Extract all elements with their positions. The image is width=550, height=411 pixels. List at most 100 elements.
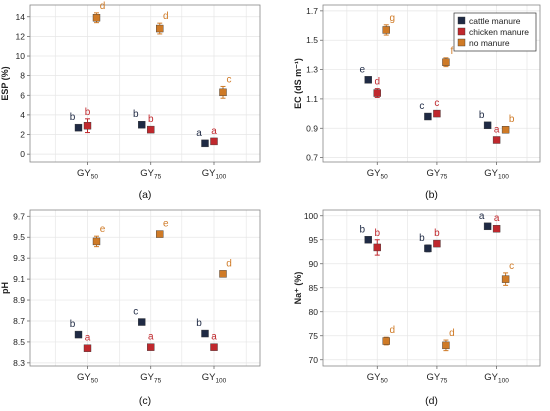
x-tick-label: GY100 [484, 372, 509, 385]
significance-letter: a [211, 332, 217, 343]
significance-letter: b [85, 107, 91, 118]
y-tick-label: 0 [20, 149, 25, 159]
plot-frame [322, 209, 541, 367]
x-tick-label: GY50 [367, 168, 388, 181]
significance-letter: c [133, 307, 138, 318]
y-tick-label: 80 [309, 307, 319, 317]
data-point [147, 125, 155, 134]
y-tick-label: 85 [309, 283, 319, 293]
significance-letter: b [133, 109, 139, 120]
x-tick-label: GY50 [77, 372, 98, 385]
legend-box [453, 12, 537, 52]
significance-letter: d [163, 11, 169, 22]
y-tick-label: 9.1 [13, 274, 25, 284]
plot-frame [322, 4, 541, 163]
significance-letter: d [449, 328, 455, 339]
y-tick-label: 75 [309, 331, 319, 341]
y-tick-label: 9.7 [13, 211, 25, 221]
significance-letter: b [479, 110, 485, 121]
significance-letter: b [70, 112, 76, 123]
legend-entry: chicken manure [469, 27, 529, 37]
y-tick-label: 1.1 [306, 94, 318, 104]
significance-letter: b [196, 318, 202, 329]
legend-swatch [457, 16, 466, 25]
significance-letter: e [100, 224, 106, 235]
significance-letter: b [509, 114, 515, 125]
data-point [210, 137, 218, 146]
plot-frame [29, 209, 261, 367]
data-point [210, 343, 218, 351]
y-axis-label: pH [0, 282, 10, 294]
y-axis-label: Na⁺ (%) [293, 272, 303, 305]
y-axis-label: EC (dS m⁻¹) [293, 58, 303, 109]
data-point [364, 236, 372, 244]
significance-letter: b [374, 228, 380, 239]
data-point [219, 88, 227, 97]
panel-3: 8.3 8.5 8.7 8.9 9.1 9.3 9.5 9.7 pH GY50 GY75 GY100 b… [0, 209, 261, 407]
significance-letter: a [494, 213, 500, 224]
data-point [433, 109, 441, 118]
significance-letter: b [419, 233, 425, 244]
data-point [501, 126, 510, 134]
y-tick-label: 4 [20, 110, 25, 120]
data-point [201, 139, 209, 148]
y-tick-label: 12 [16, 31, 26, 41]
significance-letter: c [509, 261, 514, 272]
y-tick-label: 9.5 [13, 232, 25, 242]
data-point [156, 24, 164, 33]
x-tick-label: GY100 [202, 168, 227, 181]
panel-label: (c) [139, 395, 151, 407]
data-point [92, 14, 101, 22]
data-point [442, 341, 450, 350]
significance-letter: d [389, 325, 395, 336]
data-point [156, 230, 164, 238]
significance-letter: f [451, 46, 454, 57]
y-tick-label: 14 [16, 12, 26, 22]
y-tick-label: 0.7 [306, 153, 318, 163]
plot-area [30, 210, 260, 366]
data-point [138, 121, 146, 129]
y-tick-label: 95 [309, 235, 319, 245]
data-point [424, 244, 432, 253]
legend-swatch [457, 38, 466, 47]
legend-entry: cattle manure [469, 16, 521, 26]
data-point [219, 270, 227, 278]
significance-letter: b [434, 228, 440, 239]
data-point [492, 136, 501, 144]
significance-letter: a [494, 124, 500, 135]
data-point [483, 222, 492, 231]
data-point [373, 89, 381, 97]
x-tick-label: GY75 [140, 372, 161, 385]
y-tick-label: 1.5 [306, 35, 318, 45]
significance-letter: b [70, 319, 76, 330]
x-tick-label: GY50 [367, 372, 388, 385]
y-tick-label: 8.7 [13, 316, 25, 326]
y-tick-label: 6 [20, 90, 25, 100]
y-tick-label: 10 [16, 51, 26, 61]
significance-letter: d [100, 1, 106, 12]
significance-letter: g [389, 13, 395, 24]
data-point [83, 344, 92, 352]
y-tick-label: 1.3 [306, 65, 318, 75]
y-tick-label: 9.3 [13, 253, 25, 263]
significance-letter: c [434, 98, 439, 109]
data-point [442, 58, 450, 66]
y-tick-label: 8.3 [13, 358, 25, 368]
significance-letter: d [374, 77, 380, 88]
data-point [74, 330, 83, 339]
y-tick-label: 100 [304, 211, 318, 221]
plot-frame [29, 4, 261, 163]
x-tick-label: GY75 [426, 372, 447, 385]
data-point [382, 337, 390, 345]
data-point [382, 26, 390, 34]
y-tick-label: 90 [309, 259, 319, 269]
significance-letter: e [163, 219, 169, 230]
data-point [501, 275, 510, 283]
y-tick-label: 8.5 [13, 337, 25, 347]
significance-letter: a [211, 126, 217, 137]
data-point [201, 329, 209, 338]
significance-letter: b [359, 224, 365, 235]
y-tick-label: 8 [20, 71, 25, 81]
